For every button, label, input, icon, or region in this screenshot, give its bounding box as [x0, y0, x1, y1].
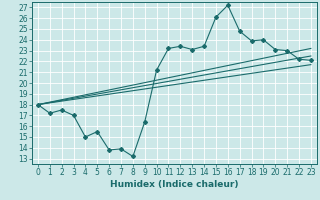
X-axis label: Humidex (Indice chaleur): Humidex (Indice chaleur)	[110, 180, 239, 189]
